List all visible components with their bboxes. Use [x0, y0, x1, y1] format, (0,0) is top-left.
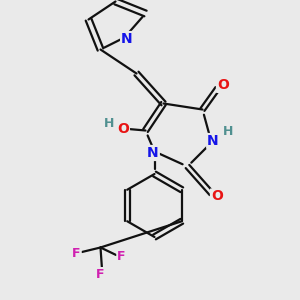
Text: H: H [103, 117, 114, 130]
Text: N: N [207, 134, 219, 148]
Text: N: N [147, 146, 159, 160]
Text: F: F [96, 268, 105, 281]
Text: F: F [72, 247, 81, 260]
Text: N: N [121, 32, 133, 46]
Text: F: F [117, 250, 126, 263]
Text: O: O [217, 78, 229, 92]
Text: O: O [211, 190, 223, 203]
Text: H: H [223, 124, 233, 138]
Text: O: O [117, 122, 129, 136]
